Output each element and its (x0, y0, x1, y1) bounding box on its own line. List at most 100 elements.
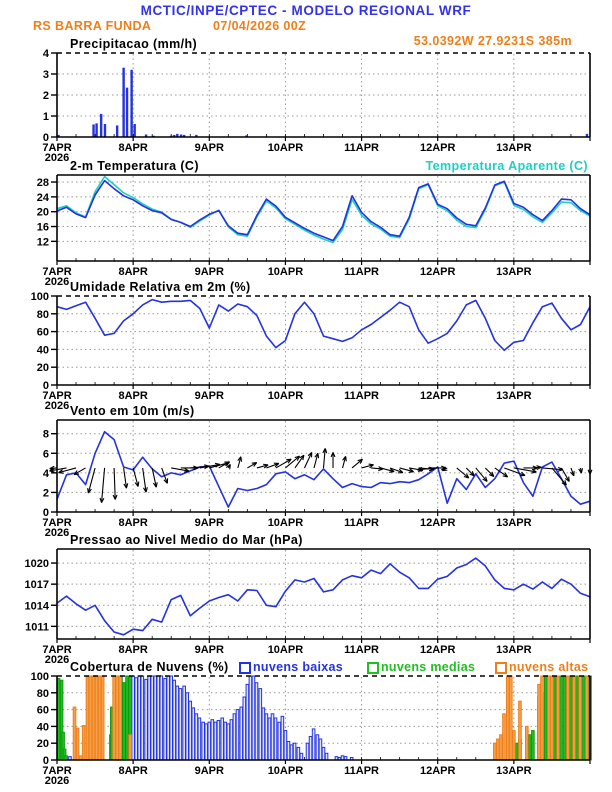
svg-text:8: 8 (43, 429, 49, 441)
legend-label-mid-clouds: nuvens medias (381, 660, 476, 674)
svg-text:6: 6 (43, 448, 49, 460)
svg-text:7APR: 7APR (42, 266, 71, 278)
legend-label-low-clouds: nuvens baixas (253, 660, 344, 674)
svg-text:20: 20 (37, 738, 49, 750)
legend-swatch-low-clouds (239, 662, 251, 674)
svg-text:10APR: 10APR (268, 142, 304, 154)
svg-text:1: 1 (43, 111, 49, 123)
svg-text:9APR: 9APR (195, 517, 224, 529)
svg-text:10APR: 10APR (268, 644, 304, 656)
panel-title-temperature: 2-m Temperatura (C) (70, 159, 199, 173)
panel-title-humidity: Umidade Relativa em 2m (%) (70, 280, 251, 294)
svg-text:100: 100 (31, 291, 49, 303)
svg-text:2: 2 (43, 487, 49, 499)
svg-text:80: 80 (37, 688, 49, 700)
legend-swatch-mid-clouds (367, 662, 379, 674)
legend-label-high-clouds: nuvens altas (509, 660, 589, 674)
svg-text:7APR: 7APR (42, 142, 71, 154)
svg-text:13APR: 13APR (496, 765, 532, 777)
svg-text:8APR: 8APR (118, 644, 147, 656)
svg-text:10APR: 10APR (268, 390, 304, 402)
svg-text:12: 12 (37, 236, 49, 248)
svg-text:1017: 1017 (25, 579, 49, 591)
svg-text:20: 20 (37, 362, 49, 374)
svg-text:24: 24 (37, 192, 50, 204)
panel-title-precipitation: Precipitacao (mm/h) (70, 37, 198, 51)
svg-text:2026: 2026 (45, 400, 69, 412)
page-title: MCTIC/INPE/CPTEC - MODELO REGIONAL WRF (140, 3, 472, 18)
svg-text:10APR: 10APR (268, 765, 304, 777)
svg-text:12APR: 12APR (420, 266, 456, 278)
svg-text:12APR: 12APR (420, 644, 456, 656)
svg-text:60: 60 (37, 327, 49, 339)
svg-text:7APR: 7APR (42, 765, 71, 777)
svg-text:100: 100 (31, 671, 49, 683)
svg-text:2026: 2026 (45, 775, 69, 787)
svg-text:2026: 2026 (45, 654, 69, 666)
svg-text:8APR: 8APR (118, 266, 147, 278)
svg-text:4: 4 (43, 48, 50, 60)
svg-text:11APR: 11APR (344, 142, 379, 154)
svg-text:0: 0 (43, 380, 49, 392)
svg-text:11APR: 11APR (344, 765, 379, 777)
svg-text:20: 20 (37, 207, 49, 219)
panel-title-wind: Vento em 10m (m/s) (70, 404, 195, 418)
svg-text:7APR: 7APR (42, 644, 71, 656)
svg-text:0: 0 (43, 755, 49, 767)
svg-text:9APR: 9APR (195, 765, 224, 777)
svg-text:16: 16 (37, 222, 49, 234)
svg-text:13APR: 13APR (496, 266, 532, 278)
svg-text:12APR: 12APR (420, 517, 456, 529)
svg-text:2: 2 (43, 90, 49, 102)
svg-text:8APR: 8APR (118, 142, 147, 154)
svg-text:7APR: 7APR (42, 517, 71, 529)
svg-text:13APR: 13APR (496, 142, 532, 154)
panel-title-apparent-temperature: Temperatura Aparente (C) (425, 159, 588, 173)
svg-text:12APR: 12APR (420, 765, 456, 777)
station-name: RS BARRA FUNDA (33, 19, 152, 33)
svg-text:13APR: 13APR (496, 390, 532, 402)
svg-text:2026: 2026 (45, 527, 69, 539)
svg-text:3: 3 (43, 69, 49, 81)
svg-text:11APR: 11APR (344, 517, 379, 529)
svg-text:9APR: 9APR (195, 644, 224, 656)
svg-text:9APR: 9APR (195, 266, 224, 278)
svg-text:11APR: 11APR (344, 390, 379, 402)
svg-text:40: 40 (37, 721, 49, 733)
station-coordinates: 53.0392W 27.9231S 385m (413, 34, 572, 48)
run-datetime: 07/04/2026 00Z (213, 19, 307, 33)
svg-text:7APR: 7APR (42, 390, 71, 402)
svg-text:2026: 2026 (45, 152, 69, 164)
svg-text:11APR: 11APR (344, 644, 379, 656)
legend-swatch-high-clouds (495, 662, 507, 674)
svg-text:1014: 1014 (25, 600, 50, 612)
svg-text:28: 28 (37, 177, 49, 189)
svg-text:8APR: 8APR (118, 517, 147, 529)
svg-text:40: 40 (37, 344, 49, 356)
svg-text:0: 0 (43, 507, 49, 519)
svg-text:9APR: 9APR (195, 390, 224, 402)
svg-text:13APR: 13APR (496, 644, 532, 656)
svg-text:0: 0 (43, 132, 49, 144)
svg-text:12APR: 12APR (420, 142, 456, 154)
svg-text:4: 4 (43, 468, 50, 480)
svg-text:8APR: 8APR (118, 765, 147, 777)
svg-text:8APR: 8APR (118, 390, 147, 402)
svg-text:60: 60 (37, 705, 49, 717)
panel-title-pressure: Pressao ao Nivel Medio do Mar (hPa) (70, 533, 303, 547)
svg-text:1011: 1011 (25, 621, 49, 633)
svg-text:2026: 2026 (45, 276, 69, 288)
svg-text:80: 80 (37, 309, 49, 321)
svg-text:9APR: 9APR (195, 142, 224, 154)
svg-text:1020: 1020 (25, 558, 49, 570)
svg-text:13APR: 13APR (496, 517, 532, 529)
svg-text:12APR: 12APR (420, 390, 456, 402)
